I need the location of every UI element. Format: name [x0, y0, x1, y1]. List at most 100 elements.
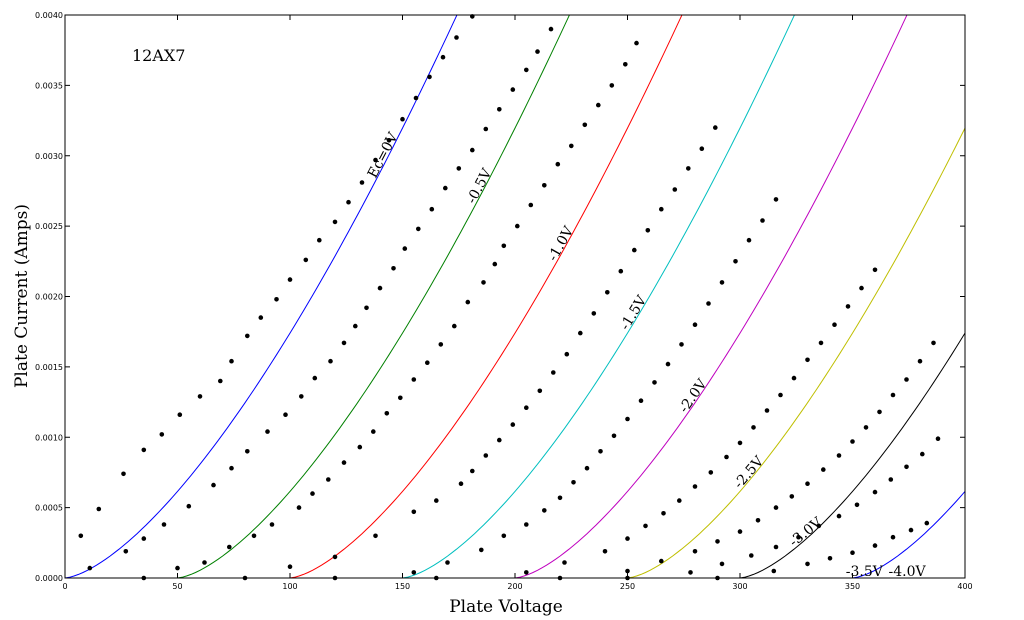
x-tick-label: 400 — [957, 582, 972, 591]
data-point-8-2 — [805, 561, 810, 567]
data-point-7-6 — [816, 523, 822, 529]
data-point-1-9 — [283, 412, 288, 418]
data-point-5-21 — [872, 267, 878, 273]
data-point-3-10 — [510, 422, 516, 427]
data-point-6-17 — [917, 358, 923, 364]
series-curve-7 — [65, 491, 965, 578]
data-point-1-3 — [161, 522, 167, 527]
data-point-3-21 — [659, 206, 664, 212]
data-point-1-16 — [377, 285, 383, 291]
data-point-0-14 — [317, 237, 322, 243]
data-point-2-29 — [609, 83, 615, 88]
data-point-2-20 — [492, 261, 498, 267]
y-tick-label: 0.0025 — [35, 222, 63, 231]
data-point-0-17 — [359, 180, 365, 185]
data-point-7-9 — [872, 489, 878, 495]
data-point-2-27 — [582, 122, 588, 128]
data-point-3-7 — [470, 468, 475, 474]
data-point-2-18 — [465, 299, 471, 305]
data-point-3-9 — [497, 437, 502, 443]
data-point-0-2 — [121, 471, 126, 477]
data-point-8-5 — [872, 543, 878, 548]
series-curve-4 — [65, 15, 908, 578]
data-point-2-5 — [269, 522, 275, 527]
data-point-6-2 — [659, 558, 664, 564]
data-point-1-11 — [312, 375, 318, 381]
data-point-2-11 — [371, 429, 376, 434]
series-curve-0 — [65, 15, 458, 578]
data-point-3-8 — [483, 453, 489, 458]
data-point-1-14 — [353, 323, 358, 329]
data-point-6-13 — [863, 425, 869, 430]
data-point-2-23 — [528, 202, 534, 208]
data-point-0-16 — [346, 199, 351, 205]
series-curve-3 — [65, 15, 795, 578]
data-point-2-30 — [623, 62, 628, 67]
y-axis-title: Plate Current (Amps) — [12, 204, 32, 388]
data-point-6-5 — [737, 529, 743, 534]
data-point-3-22 — [672, 187, 678, 192]
data-point-4-13 — [638, 398, 644, 404]
data-point-3-3 — [373, 533, 378, 539]
data-point-6-14 — [877, 409, 882, 415]
data-point-1-7 — [245, 449, 250, 454]
data-point-1-17 — [391, 266, 396, 271]
data-point-2-9 — [341, 460, 347, 465]
data-point-7-11 — [904, 464, 909, 470]
data-point-4-11 — [611, 433, 617, 439]
data-point-1-1 — [123, 549, 129, 554]
data-point-4-9 — [584, 465, 590, 471]
data-point-2-16 — [438, 342, 444, 347]
data-point-4-16 — [679, 342, 684, 347]
data-point-5-4 — [625, 536, 630, 541]
data-point-1-29 — [548, 26, 554, 32]
data-point-4-3 — [479, 547, 484, 553]
data-point-5-12 — [751, 425, 756, 430]
data-point-4-15 — [665, 361, 671, 367]
plot-frame — [64, 14, 966, 579]
data-point-5-2 — [562, 560, 567, 565]
data-point-0-3 — [141, 447, 147, 453]
data-point-0-9 — [245, 333, 250, 339]
data-point-3-23 — [686, 166, 691, 171]
data-point-3-16 — [591, 311, 597, 316]
data-point-8-1 — [771, 568, 777, 574]
data-point-3-15 — [578, 330, 583, 336]
curve-label-3: -1.5V — [617, 292, 650, 333]
data-point-8-4 — [850, 550, 855, 555]
data-point-0-22 — [427, 74, 432, 80]
data-point-2-4 — [251, 533, 257, 539]
data-point-1-6 — [229, 465, 234, 471]
data-point-2-17 — [452, 323, 457, 329]
data-point-3-17 — [605, 290, 610, 295]
data-point-0-7 — [218, 378, 223, 384]
data-point-6-3 — [692, 549, 698, 554]
data-point-4-21 — [746, 237, 752, 243]
data-point-1-12 — [328, 358, 333, 364]
data-point-2-26 — [569, 143, 574, 149]
data-point-3-14 — [564, 351, 570, 357]
data-point-5-11 — [737, 440, 743, 446]
data-point-6-6 — [755, 518, 761, 523]
data-point-3-1 — [287, 564, 293, 569]
series-curve-5 — [65, 127, 965, 578]
data-point-1-21 — [443, 185, 448, 191]
curve-label-7: -3.5V — [846, 564, 884, 580]
data-point-2-24 — [542, 183, 547, 188]
data-point-5-13 — [764, 408, 770, 413]
data-point-0-20 — [400, 116, 405, 122]
data-point-8-3 — [827, 556, 833, 561]
data-point-2-2 — [202, 560, 207, 565]
data-point-5-19 — [845, 304, 851, 309]
data-point-6-10 — [821, 467, 826, 472]
data-point-1-20 — [429, 206, 435, 212]
data-point-7-5 — [796, 534, 801, 540]
data-point-4-2 — [445, 560, 450, 565]
data-point-7-7 — [836, 513, 842, 519]
data-point-0-23 — [440, 54, 446, 60]
data-point-1-13 — [341, 340, 347, 346]
data-point-2-12 — [384, 411, 390, 416]
data-point-4-19 — [719, 280, 725, 285]
x-tick-label: 50 — [172, 582, 182, 591]
